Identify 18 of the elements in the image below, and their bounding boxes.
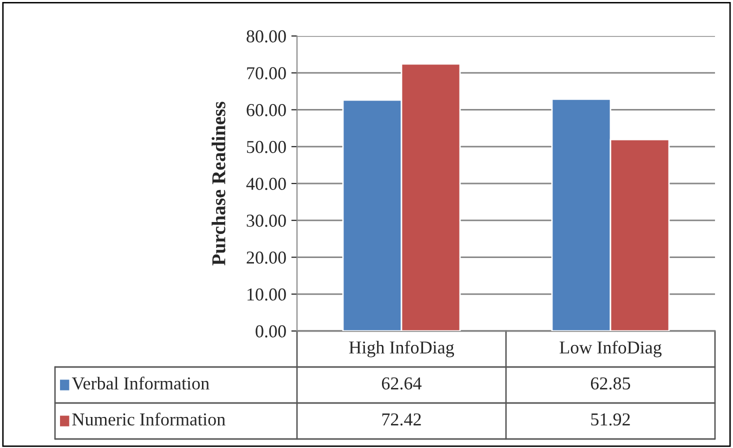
- x-tick-label: Low InfoDiag: [560, 340, 662, 358]
- y-tick-label: 10.00: [248, 288, 286, 301]
- y-tick-label: 50.00: [247, 140, 286, 154]
- data-label: 62.85: [590, 377, 630, 390]
- y-tick-label: 60.00: [246, 104, 286, 116]
- legend-label: Verbal Information: [72, 376, 210, 390]
- legend-label: Numeric Information: [72, 412, 226, 426]
- y-tick-label: 70.00: [247, 67, 286, 80]
- y-tick-label: 80.00: [246, 30, 286, 43]
- data-label: 72.42: [382, 413, 421, 426]
- y-tick-label: 20.00: [246, 252, 286, 264]
- y-tick-label: 0.00: [256, 325, 286, 338]
- x-tick-label: High InfoDiag: [349, 340, 454, 358]
- y-tick-label: 30.00: [246, 214, 286, 227]
- data-label: 51.92: [591, 413, 630, 426]
- y-axis-title: Purchase Readiness: [212, 102, 226, 266]
- y-tick-label: 40.00: [246, 178, 286, 190]
- data-label: 62.64: [382, 377, 422, 390]
